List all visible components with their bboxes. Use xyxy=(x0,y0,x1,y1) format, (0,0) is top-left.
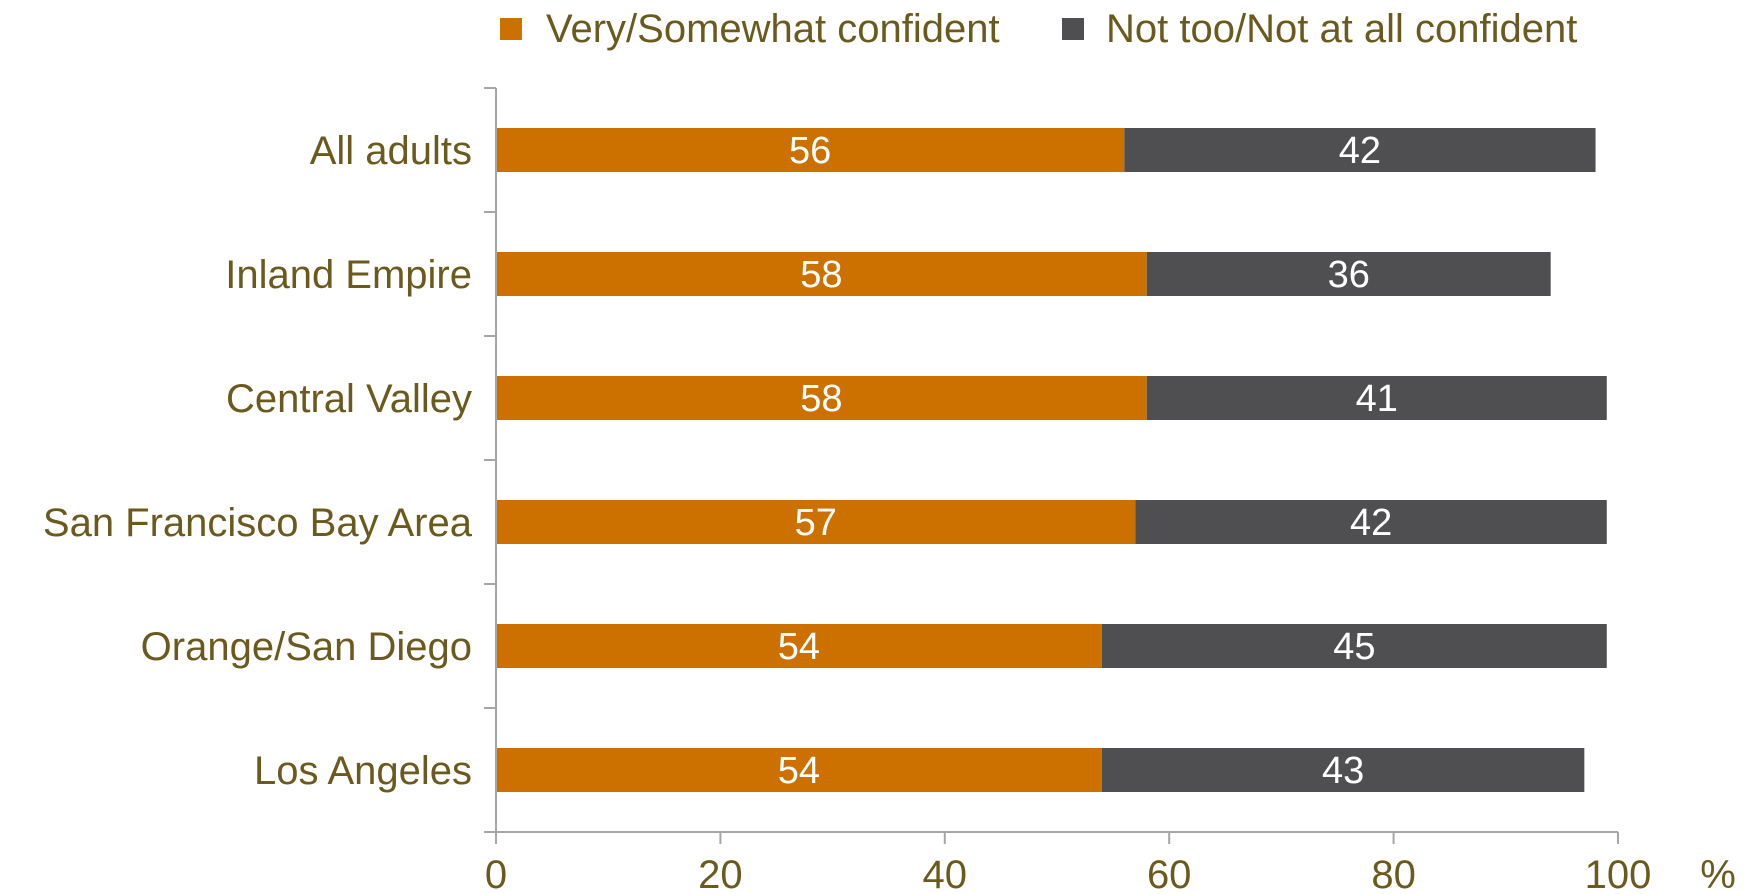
x-tick-label-80: 80 xyxy=(1371,853,1416,894)
data-label-very-somewhat-confident-central-valley: 58 xyxy=(800,378,842,420)
x-tick-label-0: 0 xyxy=(485,853,507,894)
data-label-not-too-not-at-all-confident-orange-san-diego: 45 xyxy=(1333,626,1375,668)
legend: Very/Somewhat confident Not too/Not at al… xyxy=(500,7,1577,51)
bar-not-too-not-at-all-confident-orange-san-diego xyxy=(1101,624,1607,668)
legend-label-very-somewhat-confident: Very/Somewhat confident xyxy=(546,7,1000,51)
bar-very-somewhat-confident-los-angeles xyxy=(496,748,1102,792)
bar-not-too-not-at-all-confident-san-francisco-bay-area xyxy=(1135,500,1607,544)
bar-very-somewhat-confident-san-francisco-bay-area xyxy=(496,500,1136,544)
category-label-los-angeles: Los Angeles xyxy=(254,749,472,793)
bar-very-somewhat-confident-orange-san-diego xyxy=(496,624,1102,668)
category-label-central-valley: Central Valley xyxy=(226,377,472,421)
bar-not-too-not-at-all-confident-all-adults xyxy=(1124,128,1596,172)
x-axis-unit-label: % xyxy=(1700,853,1736,894)
data-label-very-somewhat-confident-orange-san-diego: 54 xyxy=(778,626,820,668)
bar-very-somewhat-confident-central-valley xyxy=(496,376,1147,420)
x-tick-label-60: 60 xyxy=(1147,853,1192,894)
data-label-not-too-not-at-all-confident-all-adults: 42 xyxy=(1339,130,1381,172)
category-label-all-adults: All adults xyxy=(310,129,472,173)
x-tick-label-20: 20 xyxy=(698,853,743,894)
data-label-not-too-not-at-all-confident-los-angeles: 43 xyxy=(1322,750,1364,792)
category-label-inland-empire: Inland Empire xyxy=(225,253,472,297)
legend-label-not-too-not-at-all-confident: Not too/Not at all confident xyxy=(1106,7,1577,51)
data-label-very-somewhat-confident-inland-empire: 58 xyxy=(800,254,842,296)
data-label-not-too-not-at-all-confident-inland-empire: 36 xyxy=(1328,254,1370,296)
x-tick-label-40: 40 xyxy=(923,853,968,894)
bar-very-somewhat-confident-inland-empire xyxy=(496,252,1147,296)
bars: 56 42 58 36 58 41 57 42 54 45 54 43 xyxy=(496,128,1607,792)
category-label-san-francisco-bay-area: San Francisco Bay Area xyxy=(43,501,473,545)
category-label-orange-san-diego: Orange/San Diego xyxy=(141,625,472,669)
axes: All adults Inland Empire Central Valley San… xyxy=(43,87,1652,894)
legend-swatch-very-somewhat-confident xyxy=(500,18,522,40)
data-label-not-too-not-at-all-confident-san-francisco-bay-area: 42 xyxy=(1350,502,1392,544)
data-label-not-too-not-at-all-confident-central-valley: 41 xyxy=(1356,378,1398,420)
x-tick-label-100: 100 xyxy=(1585,853,1652,894)
legend-swatch-not-too-not-at-all-confident xyxy=(1062,18,1084,40)
bar-not-too-not-at-all-confident-inland-empire xyxy=(1146,252,1551,296)
bar-not-too-not-at-all-confident-central-valley xyxy=(1146,376,1607,420)
data-label-very-somewhat-confident-los-angeles: 54 xyxy=(778,750,820,792)
bar-very-somewhat-confident-all-adults xyxy=(496,128,1125,172)
bar-not-too-not-at-all-confident-los-angeles xyxy=(1101,748,1585,792)
data-label-very-somewhat-confident-san-francisco-bay-area: 57 xyxy=(795,502,837,544)
data-label-very-somewhat-confident-all-adults: 56 xyxy=(789,130,831,172)
